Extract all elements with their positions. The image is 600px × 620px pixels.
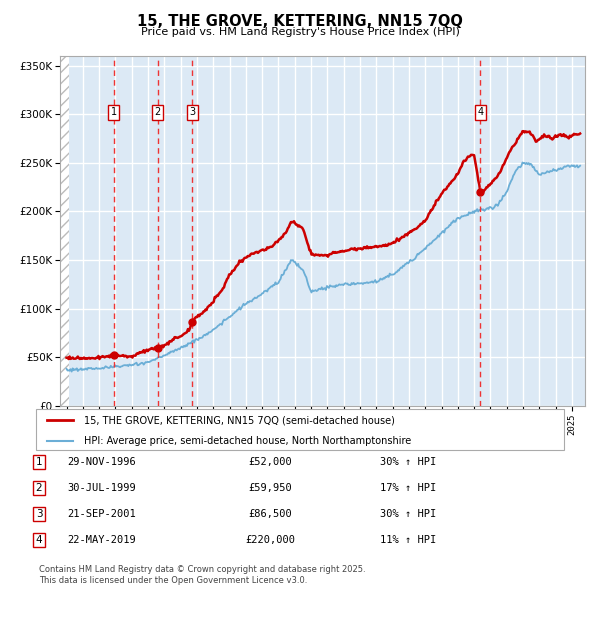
Text: 3: 3 — [190, 107, 196, 117]
Text: £220,000: £220,000 — [245, 535, 295, 545]
Text: 4: 4 — [35, 535, 43, 545]
Text: 2: 2 — [35, 483, 43, 493]
Text: 11% ↑ HPI: 11% ↑ HPI — [380, 535, 436, 545]
Text: 2: 2 — [154, 107, 161, 117]
Bar — [60, 56, 69, 406]
Text: 30% ↑ HPI: 30% ↑ HPI — [380, 509, 436, 519]
Text: 22-MAY-2019: 22-MAY-2019 — [68, 535, 136, 545]
Text: 1: 1 — [35, 457, 43, 467]
Text: £52,000: £52,000 — [248, 457, 292, 467]
Text: £86,500: £86,500 — [248, 509, 292, 519]
Text: 30-JUL-1999: 30-JUL-1999 — [68, 483, 136, 493]
Text: 4: 4 — [477, 107, 484, 117]
Text: 1: 1 — [111, 107, 117, 117]
Text: 21-SEP-2001: 21-SEP-2001 — [68, 509, 136, 519]
Text: 30% ↑ HPI: 30% ↑ HPI — [380, 457, 436, 467]
Text: 15, THE GROVE, KETTERING, NN15 7QQ: 15, THE GROVE, KETTERING, NN15 7QQ — [137, 14, 463, 29]
Text: Contains HM Land Registry data © Crown copyright and database right 2025.
This d: Contains HM Land Registry data © Crown c… — [39, 565, 365, 585]
Text: £59,950: £59,950 — [248, 483, 292, 493]
Text: 17% ↑ HPI: 17% ↑ HPI — [380, 483, 436, 493]
Text: HPI: Average price, semi-detached house, North Northamptonshire: HPI: Average price, semi-detached house,… — [83, 436, 411, 446]
Text: 29-NOV-1996: 29-NOV-1996 — [68, 457, 136, 467]
FancyBboxPatch shape — [36, 409, 564, 450]
Text: Price paid vs. HM Land Registry's House Price Index (HPI): Price paid vs. HM Land Registry's House … — [140, 27, 460, 37]
Text: 3: 3 — [35, 509, 43, 519]
Text: 15, THE GROVE, KETTERING, NN15 7QQ (semi-detached house): 15, THE GROVE, KETTERING, NN15 7QQ (semi… — [83, 415, 394, 425]
